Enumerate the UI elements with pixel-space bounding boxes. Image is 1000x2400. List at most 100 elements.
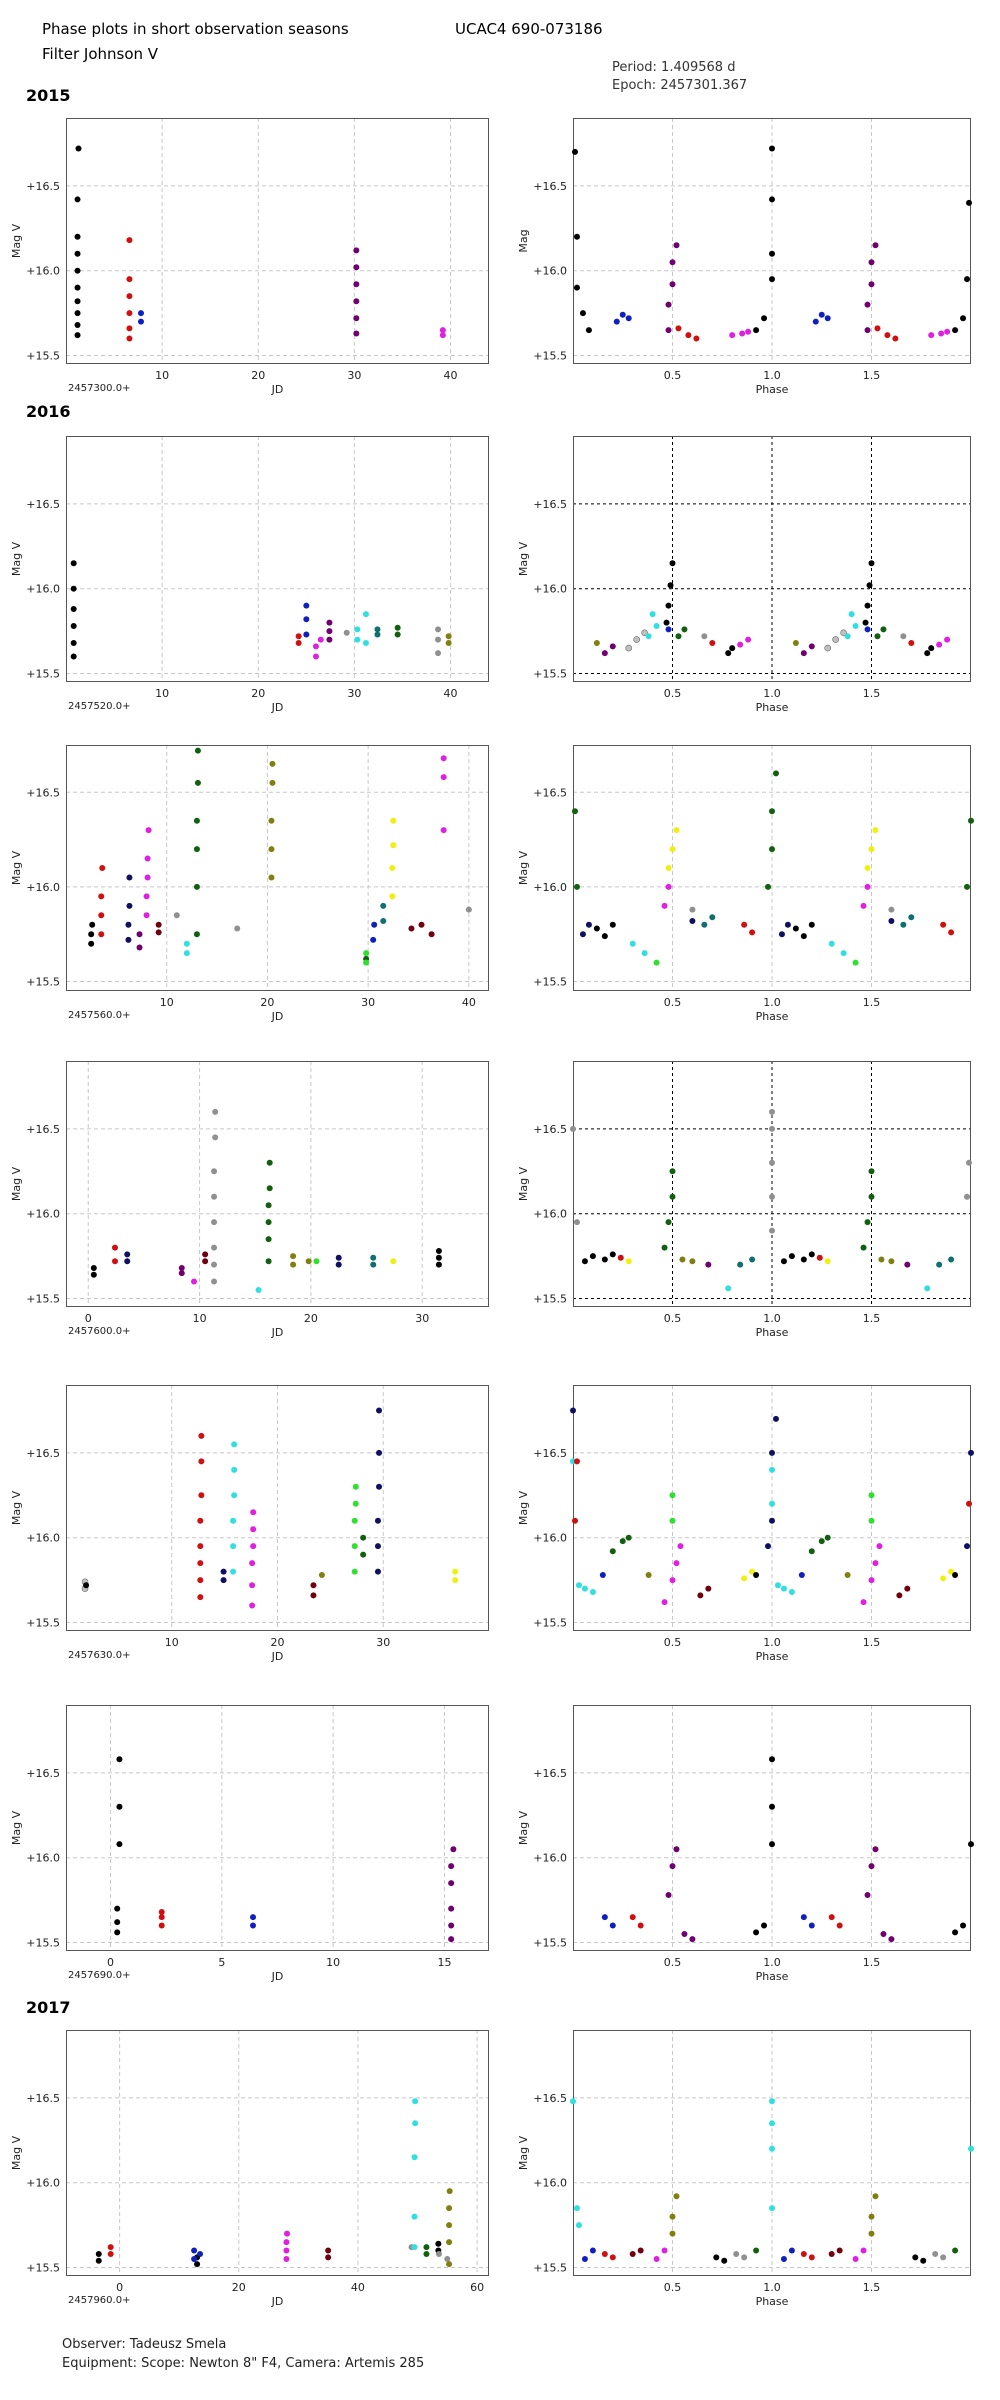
data-point [908, 639, 915, 646]
data-point [211, 1193, 218, 1200]
data-point [661, 2247, 668, 2254]
data-point [74, 298, 81, 305]
data-point [844, 633, 851, 640]
data-point [769, 2098, 775, 2105]
data-point [137, 318, 144, 325]
data-point [137, 310, 144, 317]
data-point [194, 2261, 201, 2268]
data-point [952, 1572, 959, 1579]
data-point [778, 931, 785, 938]
data-point [669, 2230, 676, 2237]
jd-offset-label: 2457300.0+ [68, 383, 130, 394]
data-point [70, 623, 77, 630]
data-point [868, 259, 875, 266]
data-point [268, 846, 275, 853]
data-point [303, 616, 310, 623]
data-point [772, 770, 779, 777]
data-point [362, 611, 369, 618]
data-point [74, 196, 81, 203]
data-point [741, 921, 748, 928]
data-point [868, 1492, 875, 1499]
phase-plot-3: +15.5 +16.0 +16.5 0.5 1.0 1.5 Mag V Phase [517, 1061, 973, 1339]
y-tick-label: +15.5 [533, 1293, 567, 1306]
data-point [679, 1256, 686, 1263]
data-point [88, 931, 95, 938]
data-point [231, 1441, 238, 1448]
data-point [394, 624, 401, 631]
y-tick-label: +16.0 [533, 2177, 567, 2190]
data-point [408, 925, 415, 932]
data-point [575, 2222, 582, 2229]
data-point [283, 2256, 290, 2263]
data-point [158, 1908, 165, 1915]
data-point [389, 893, 396, 900]
data-point [952, 327, 959, 334]
data-point [737, 641, 744, 648]
data-point [326, 628, 333, 635]
data-point [325, 2254, 332, 2261]
x-tick-label: 20 [251, 369, 265, 382]
data-point [689, 906, 696, 913]
data-point [98, 912, 105, 919]
data-point [374, 1543, 381, 1550]
data-point [570, 1407, 576, 1414]
data-point [124, 1258, 131, 1265]
data-point [737, 1261, 744, 1268]
data-point [99, 865, 106, 871]
y-tick-label: +16.5 [533, 2092, 567, 2105]
data-point [579, 310, 586, 317]
data-point [936, 1261, 943, 1268]
data-point [124, 1251, 131, 1258]
data-point [840, 629, 847, 637]
data-point [448, 1880, 455, 1887]
data-point [197, 2250, 204, 2257]
data-point [380, 902, 387, 909]
data-point [351, 1517, 358, 1524]
data-point [98, 893, 105, 900]
data-point [601, 933, 608, 940]
data-point [265, 1258, 272, 1265]
data-point [721, 2257, 728, 2264]
data-point [335, 1254, 342, 1261]
data-point [573, 1219, 580, 1226]
data-point [741, 2254, 748, 2261]
data-point [673, 1560, 680, 1567]
data-point [769, 1159, 775, 1166]
data-point [765, 1543, 772, 1550]
data-point [828, 940, 835, 947]
data-point [872, 242, 879, 249]
data-point [114, 1919, 121, 1926]
x-tick-label: 1.0 [763, 1956, 781, 1969]
data-point [465, 906, 472, 913]
data-point [353, 298, 360, 305]
data-point [126, 325, 133, 332]
x-tick-label: 1.0 [763, 369, 781, 382]
data-point [352, 1500, 359, 1507]
data-point [868, 2230, 875, 2237]
data-point [571, 1517, 578, 1524]
data-point [828, 1914, 835, 1921]
x-tick-label: 0 [85, 1312, 92, 1325]
data-point [685, 332, 692, 339]
data-point [761, 1922, 768, 1929]
data-point [677, 1543, 684, 1550]
x-tick-label: 40 [462, 996, 476, 1009]
y-axis-label: Mag V [517, 541, 530, 576]
x-tick-label: 10 [160, 996, 174, 1009]
data-point [661, 1599, 668, 1606]
y-tick-label: +16.0 [26, 2177, 60, 2190]
data-point [573, 284, 580, 291]
data-point [230, 1543, 237, 1550]
data-point [625, 644, 633, 652]
data-point [374, 1517, 381, 1524]
data-point [125, 936, 132, 943]
data-point [932, 2250, 939, 2257]
plot-frame [573, 436, 971, 682]
data-point [800, 650, 807, 657]
data-point [888, 1258, 895, 1265]
data-point [411, 2154, 418, 2161]
phase-plot-4: +15.5 +16.0 +16.5 0.5 1.0 1.5 Mag V Phase [517, 1385, 974, 1663]
data-point [824, 1534, 831, 1541]
data-point [423, 2250, 430, 2257]
data-point [173, 912, 180, 919]
